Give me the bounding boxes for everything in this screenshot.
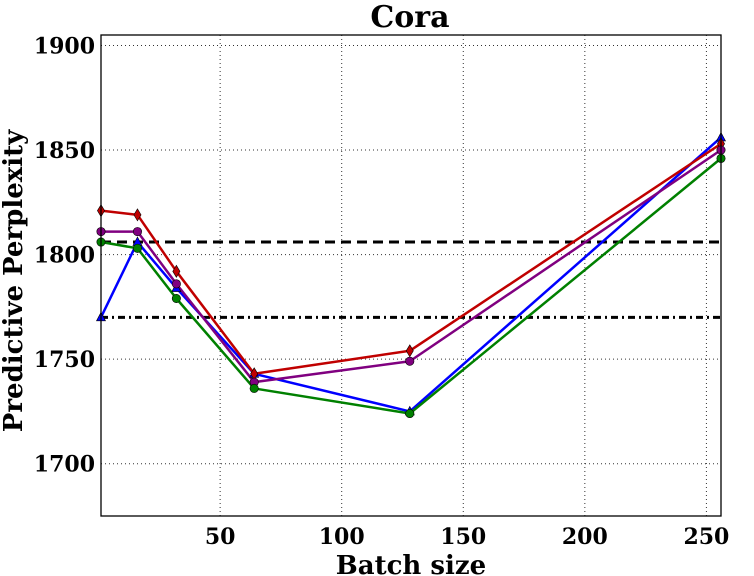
plot-frame — [100, 34, 722, 517]
x-tick-label-200: 200 — [562, 524, 608, 550]
green-series-line — [100, 157, 722, 415]
grid — [101, 35, 721, 516]
x-axis-label: Batch size — [336, 551, 486, 576]
green-series-point-5 — [405, 409, 415, 419]
x-tick-label-250: 250 — [683, 524, 729, 550]
y-tick-label-1750: 1750 — [34, 347, 95, 373]
purple-series-point-3 — [171, 279, 181, 289]
red-series-point-5 — [405, 344, 414, 358]
y-tick-label-1850: 1850 — [34, 138, 95, 164]
series-markers — [96, 131, 726, 419]
x-tick-label-100: 100 — [319, 524, 365, 550]
red-series-point-2 — [133, 208, 142, 222]
y-tick-label-1900: 1900 — [34, 33, 95, 59]
chart-title: Cora — [370, 0, 449, 35]
y-tick-labels: 1700 1750 1800 1850 1900 — [34, 33, 95, 477]
red-series-line — [100, 142, 722, 376]
y-tick-label-1700: 1700 — [34, 452, 95, 478]
blue-series-line — [99, 136, 722, 413]
green-series-point-3 — [171, 294, 181, 304]
y-tick-label-1800: 1800 — [34, 243, 95, 269]
purple-series-point-5 — [405, 356, 415, 366]
x-tick-label-50: 50 — [205, 524, 236, 550]
purple-series-line — [101, 148, 722, 384]
x-tick-labels: 50 100 150 200 250 — [205, 524, 730, 550]
green-series-point-2 — [132, 243, 142, 253]
x-tick-label-150: 150 — [440, 524, 486, 550]
purple-series-point-2 — [132, 227, 142, 237]
y-axis-label: Predictive Perplexity — [0, 129, 29, 432]
series-lines — [99, 136, 722, 415]
green-series-point-4 — [249, 383, 259, 393]
red-series-point-3 — [172, 264, 181, 278]
